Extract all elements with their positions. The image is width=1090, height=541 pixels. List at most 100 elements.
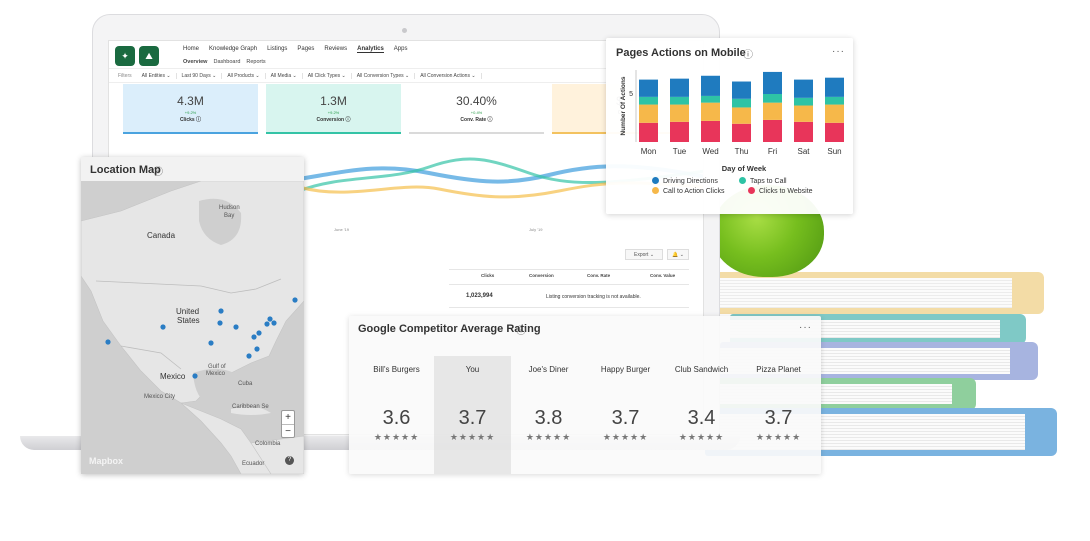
filter-entities[interactable]: All Entities ⌄ [137, 73, 177, 79]
bar-mon-taps-to-call[interactable] [639, 96, 658, 105]
location-marker [292, 297, 298, 303]
filter-products[interactable]: All Products ⌄ [222, 73, 266, 79]
nav-reviews[interactable]: Reviews [324, 46, 348, 52]
location-marker [105, 339, 111, 345]
bar-mon-driving-directions[interactable] [639, 79, 658, 97]
info-icon[interactable]: ⓘ [516, 326, 526, 337]
mobile-chart-title: Pages Actions on Mobile [616, 47, 746, 59]
legend-item-taps-to-call[interactable]: Taps to Call [739, 177, 787, 185]
kpi-delta: +0.4% [470, 110, 483, 115]
location-marker [254, 346, 260, 352]
bar-thu-taps-to-call[interactable] [732, 98, 751, 108]
brand-logo-icon[interactable]: ✦ [115, 46, 135, 66]
nav-analytics[interactable]: Analytics [357, 46, 384, 53]
export-button[interactable]: Export ⌄ [625, 249, 663, 260]
bar-sat-driving-directions[interactable] [794, 79, 813, 98]
brand-mark-icon[interactable]: ⛰ [139, 46, 159, 66]
bar-fri-taps-to-call[interactable] [763, 94, 782, 103]
filter-media[interactable]: All Media ⌄ [266, 73, 303, 79]
competitor-happy-burger[interactable]: Happy Burger 3.7 ★★★★★ [587, 365, 664, 443]
filter-click-types[interactable]: All Click Types ⌄ [303, 73, 352, 79]
bar-fri-call-to-action-clicks[interactable] [763, 102, 782, 120]
bar-sun-call-to-action-clicks[interactable] [825, 104, 844, 123]
star-rating-icon: ★★★★★ [678, 432, 725, 442]
x-tick-label: Mon [641, 147, 657, 156]
bar-sun-driving-directions[interactable] [825, 77, 844, 97]
competitor-name: You [465, 365, 480, 374]
map-help-icon[interactable]: ? [285, 456, 294, 465]
bar-tue-taps-to-call[interactable] [670, 96, 689, 105]
competitor-club-sandwich[interactable]: Club Sandwich 3.4 ★★★★★ [663, 365, 740, 443]
kpi-value: 1.3M [320, 94, 347, 108]
map-label: Mexico City [144, 394, 176, 400]
kpi-name: Conv. Rate ⓘ [460, 117, 493, 123]
filter-date-range[interactable]: Last 90 Days ⌄ [177, 73, 223, 79]
bar-sat-taps-to-call[interactable] [794, 97, 813, 106]
legend-item-call-to-action[interactable]: Call to Action Clicks [652, 187, 724, 195]
alerts-button[interactable]: 🔔 ⌄ [667, 249, 689, 260]
location-map-title: Location Map [90, 164, 161, 176]
more-options-icon[interactable]: ··· [799, 322, 812, 333]
bar-thu-clicks-to-website[interactable] [732, 123, 751, 142]
mobile-actions-card: Pages Actions on Mobile ⓘ ··· Mon Tue Wed T… [606, 38, 853, 214]
zoom-out-button[interactable]: − [285, 426, 291, 437]
competitor-bills-burgers[interactable]: Bill's Burgers 3.6 ★★★★★ [358, 365, 435, 443]
filter-conversion-actions[interactable]: All Conversion Actions ⌄ [415, 73, 482, 79]
bar-fri-clicks-to-website[interactable] [763, 119, 782, 142]
nav-apps[interactable]: Apps [393, 46, 408, 52]
map-attribution[interactable]: Mapbox [89, 456, 124, 466]
kpi-conv-rate[interactable]: 30.40% +0.4% Conv. Rate ⓘ [409, 84, 544, 134]
kpi-clicks[interactable]: 4.3M +9.2% Clicks ⓘ [123, 84, 258, 134]
table-header-conv-rate[interactable]: Conv. Rate [587, 273, 611, 278]
location-marker [256, 330, 262, 336]
table-header-conversion[interactable]: Conversion [529, 273, 554, 278]
bar-sun-clicks-to-website[interactable] [825, 122, 844, 142]
competitor-you[interactable]: You 3.7 ★★★★★ [434, 365, 511, 443]
map-canvas[interactable] [81, 181, 304, 474]
legend-item-driving-directions[interactable]: Driving Directions [652, 177, 718, 185]
bar-tue-call-to-action-clicks[interactable] [670, 104, 689, 122]
location-marker [246, 353, 252, 359]
competitor-name: Happy Burger [600, 365, 651, 374]
competitor-rating: 3.8 [534, 407, 563, 429]
nav-pages[interactable]: Pages [297, 46, 315, 52]
info-icon[interactable]: ⓘ [743, 50, 753, 61]
bar-fri-driving-directions[interactable] [763, 71, 782, 94]
location-marker [271, 320, 277, 326]
filter-conversion-types[interactable]: All Conversion Types ⌄ [352, 73, 416, 79]
more-options-icon[interactable]: ··· [832, 46, 845, 57]
zoom-in-button[interactable]: + [282, 411, 294, 425]
bar-mon-call-to-action-clicks[interactable] [639, 104, 658, 123]
kpi-conversion[interactable]: 1.3M +9.2% Conversion ⓘ [266, 84, 401, 134]
bar-sat-clicks-to-website[interactable] [794, 121, 813, 142]
bar-wed-call-to-action-clicks[interactable] [701, 102, 720, 121]
subnav-dashboard[interactable]: Dashboard [213, 59, 241, 65]
bar-wed-taps-to-call[interactable] [701, 95, 720, 103]
bar-wed-driving-directions[interactable] [701, 75, 720, 96]
nav-knowledge-graph[interactable]: Knowledge Graph [209, 46, 258, 52]
cuba-island [231, 406, 271, 415]
competitor-joes-diner[interactable]: Joe's Diner 3.8 ★★★★★ [510, 365, 587, 443]
bar-tue-driving-directions[interactable] [670, 78, 689, 97]
filter-bar: Filters All Entities ⌄ Last 90 Days ⌄ Al… [109, 70, 703, 83]
location-marker [217, 320, 223, 326]
nav-listings[interactable]: Listings [267, 46, 288, 52]
table-header-clicks[interactable]: Clicks [481, 273, 495, 278]
subnav-reports[interactable]: Reports [246, 59, 266, 65]
legend-item-clicks-to-website[interactable]: Clicks to Website [748, 187, 813, 195]
x-tick-label: Wed [702, 147, 718, 156]
bar-wed-clicks-to-website[interactable] [701, 120, 720, 142]
table-header-conv-value[interactable]: Conv. Value [650, 273, 676, 278]
competitor-pizza-planet[interactable]: Pizza Planet 3.7 ★★★★★ [740, 365, 817, 443]
map-label: Hudson [219, 205, 240, 211]
bar-sat-call-to-action-clicks[interactable] [794, 105, 813, 122]
bar-thu-driving-directions[interactable] [732, 81, 751, 99]
bar-sun-taps-to-call[interactable] [825, 96, 844, 105]
bar-thu-call-to-action-clicks[interactable] [732, 107, 751, 124]
subnav-overview[interactable]: Overview [183, 59, 208, 65]
info-icon[interactable]: ⓘ [153, 167, 163, 178]
location-marker [160, 324, 166, 330]
bar-tue-clicks-to-website[interactable] [670, 121, 689, 142]
nav-home[interactable]: Home [183, 46, 200, 52]
bar-mon-clicks-to-website[interactable] [639, 122, 658, 142]
